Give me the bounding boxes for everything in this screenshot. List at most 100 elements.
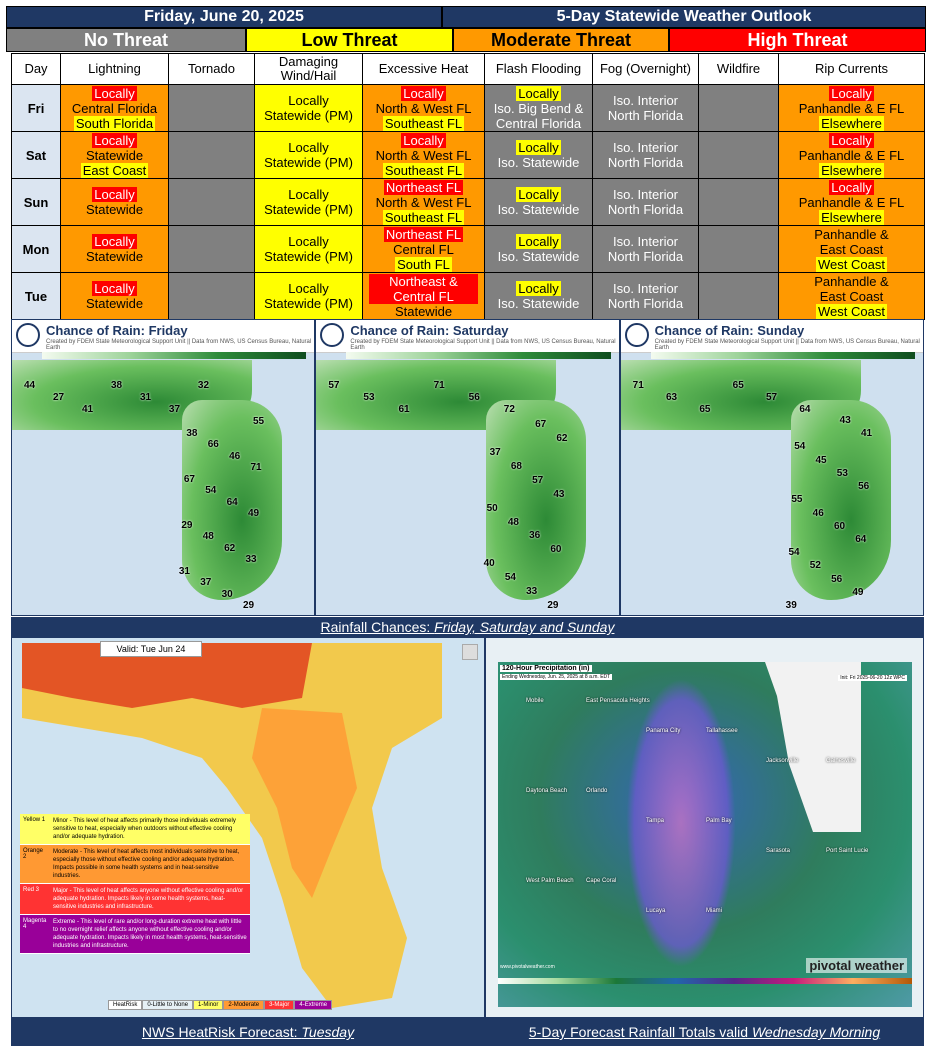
- area-text: Statewide (PM): [264, 202, 353, 217]
- qpf-caption-text: 5-Day Forecast Rainfall Totals valid: [528, 1024, 752, 1040]
- qpf-city-label: Cape Coral: [586, 878, 617, 884]
- high-tag: Locally: [92, 187, 137, 202]
- high-tag: Locally: [92, 234, 137, 249]
- rain-chance-value: 65: [699, 404, 711, 415]
- layers-icon[interactable]: [462, 644, 478, 660]
- rain-chance-value: 32: [197, 380, 210, 391]
- area-text: Panhandle &: [814, 226, 889, 242]
- rain-chance-value: 57: [765, 392, 778, 403]
- fog-cell: Iso. Interior North Florida: [592, 131, 699, 179]
- low-tag: Locally: [516, 187, 561, 202]
- area-text: Locally: [288, 187, 329, 202]
- rain-chance-value: 27: [52, 392, 65, 403]
- low-tag: West Coast: [816, 256, 887, 272]
- area-text: Statewide: [85, 147, 144, 163]
- rain-chance-value: 54: [205, 485, 217, 497]
- lightning-cell: Locally Statewide: [60, 272, 169, 320]
- col-wind-hail: Damaging Wind/Hail: [254, 53, 363, 85]
- wildfire-cell: [698, 84, 779, 132]
- area-text: Statewide: [85, 202, 144, 217]
- area-text: North Florida: [607, 108, 684, 123]
- qpf-caption: 5-Day Forecast Rainfall Totals valid Wed…: [485, 1018, 924, 1046]
- area-text: Central Florida: [495, 115, 582, 131]
- low-tag: Southeast FL: [382, 162, 465, 178]
- high-tag: Northeast FL: [383, 226, 464, 242]
- rain-chance-value: 55: [791, 494, 803, 506]
- heatrisk-level-text: Minor - This level of heat affects prima…: [53, 818, 236, 840]
- low-tag: South FL: [395, 256, 452, 272]
- rain-chance-value: 49: [247, 508, 260, 520]
- title-bar: Friday, June 20, 2025 5-Day Statewide We…: [6, 6, 926, 28]
- area-text: East Coast: [819, 288, 884, 304]
- rain-chance-value: 56: [858, 481, 870, 493]
- wildfire-cell: [698, 178, 779, 226]
- lightning-cell: Locally Central Florida South Florida: [60, 84, 169, 132]
- table-row: Fri Locally Central Florida South Florida …: [11, 84, 925, 132]
- flood-cell: Locally Iso. Statewide: [484, 272, 593, 320]
- tornado-cell: [168, 272, 255, 320]
- rain-chance-value: 46: [812, 507, 824, 519]
- rain-chance-value: 68: [510, 460, 522, 472]
- rain-chance-value: 33: [245, 554, 257, 566]
- rain-caption-text: Rainfall Chances:: [320, 619, 435, 635]
- rain-chance-value: 41: [81, 404, 94, 415]
- low-tag: West Coast: [816, 303, 887, 319]
- area-text: Central FL: [393, 241, 454, 257]
- rain-chance-value: 49: [852, 586, 864, 598]
- qpf-caption-day: Wednesday Morning: [751, 1024, 881, 1040]
- rain-chance-value: 57: [532, 474, 544, 486]
- high-tag: Northeast FL: [383, 179, 464, 195]
- rain-map-sunday: Chance of Rain: Sunday Created by FDEM St…: [619, 319, 924, 616]
- qpf-city-label: East Pensacola Heights: [586, 698, 650, 704]
- heatrisk-valid: Valid: Tue Jun 24: [100, 641, 202, 657]
- rain-chance-value: 41: [860, 428, 873, 440]
- table-row: Mon Locally Statewide Locally Statewide (P…: [11, 225, 925, 273]
- rain-chance-value: 29: [181, 519, 193, 531]
- high-tag: Locally: [829, 132, 874, 148]
- rain-chance-value: 53: [836, 467, 848, 479]
- lightning-cell: Locally Statewide East Coast: [60, 131, 169, 179]
- high-tag: Locally: [92, 132, 137, 148]
- qpf-city-label: Miami: [706, 908, 722, 914]
- low-tag: Locally: [516, 281, 561, 296]
- panel-credit: Created by FDEM State Meteorological Sup…: [350, 339, 616, 351]
- qpf-heavy-rain-area: [626, 678, 736, 968]
- heatrisk-level: Yellow 1 Minor - This level of heat affec…: [20, 814, 250, 845]
- tornado-cell: [168, 131, 255, 179]
- qpf-city-label: Jacksonville: [766, 758, 799, 764]
- rain-chance-value: 46: [229, 450, 241, 462]
- area-text: Iso. Statewide: [497, 296, 580, 311]
- area-text: Northeast &: [369, 273, 478, 289]
- heat-cell: Northeast & Central FL Statewide: [362, 272, 485, 320]
- heatrisk-level-text: Major - This level of heat affects anyon…: [53, 888, 244, 910]
- qpf-city-label: Panama City: [646, 728, 681, 734]
- panel-header: Chance of Rain: Saturday Created by FDEM …: [316, 320, 619, 353]
- rain-caption: Rainfall Chances: Friday, Saturday and S…: [11, 617, 924, 637]
- area-text: Iso. Interior: [612, 234, 679, 249]
- heatrisk-level-name: Red 3: [23, 887, 40, 893]
- heatrisk-level-name: Orange 2: [23, 848, 44, 860]
- rain-chance-value: 38: [110, 380, 123, 391]
- area-text: Locally: [288, 281, 329, 296]
- qpf-init: Init: Fri 2025-06-20 12z WPC: [838, 675, 907, 681]
- area-text: Iso. Statewide: [497, 155, 580, 170]
- fog-cell: Iso. Interior North Florida: [592, 225, 699, 273]
- area-text: Statewide (PM): [264, 249, 353, 264]
- low-tag: East Coast: [80, 162, 149, 178]
- heatrisk-key-item: HeatRisk: [108, 1000, 143, 1010]
- rain-chance-value: 61: [398, 404, 410, 415]
- low-tag: Locally: [516, 85, 561, 101]
- low-tag: Elsewhere: [819, 209, 884, 225]
- rain-chance-value: 71: [250, 462, 262, 474]
- qpf-city-label: Orlando: [586, 788, 608, 794]
- wind-cell: Locally Statewide (PM): [254, 272, 363, 320]
- flood-cell: Locally Iso. Statewide: [484, 131, 593, 179]
- area-text: Iso. Interior: [612, 93, 679, 108]
- rain-chance-value: 33: [526, 586, 538, 598]
- flood-cell: Locally Iso. Statewide: [484, 178, 593, 226]
- rain-chance-value: 37: [168, 404, 181, 415]
- area-text: Iso. Interior: [612, 187, 679, 202]
- area-text: Statewide: [85, 296, 144, 311]
- low-tag: South Florida: [73, 115, 156, 131]
- col-flash-flooding: Flash Flooding: [484, 53, 593, 85]
